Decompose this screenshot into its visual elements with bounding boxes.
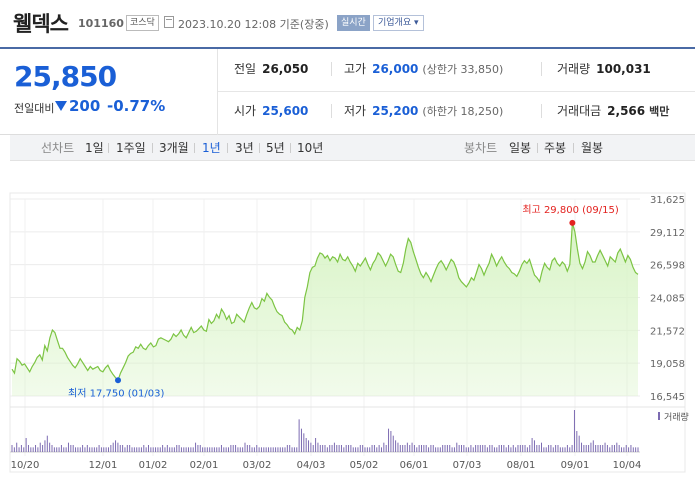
volume-legend-label: 거래량 bbox=[664, 411, 689, 423]
stat-separator bbox=[541, 62, 542, 76]
stat-value: 25,600 bbox=[262, 104, 309, 118]
stat-label: 거래대금 bbox=[557, 104, 602, 118]
high-label: 최고 29,800 (09/15) bbox=[522, 204, 618, 216]
tab-daily[interactable]: 일봉 bbox=[509, 141, 532, 155]
chart-frame bbox=[9, 192, 686, 473]
x-tick-label: 10/20 bbox=[11, 460, 40, 471]
tab-separator bbox=[194, 143, 195, 153]
realtime-badge[interactable]: 실시간 bbox=[337, 15, 370, 31]
stat-separator bbox=[331, 62, 332, 76]
tab-1w[interactable]: 1주일 bbox=[116, 141, 146, 155]
tab-10y[interactable]: 10년 bbox=[297, 141, 324, 155]
chart-period-tabs: 선차트 1일 1주일 3개월 1년 3년 5년 10년 봉차트 일봉 주봉 월봉 bbox=[10, 135, 695, 161]
tab-3y[interactable]: 3년 bbox=[235, 141, 254, 155]
price-chart: 31,625 29,112 26,598 24,085 21,572 19,058 16,5… bbox=[9, 192, 689, 473]
tab-separator bbox=[227, 143, 228, 153]
stat-label: 저가 bbox=[344, 104, 367, 118]
down-arrow-icon bbox=[55, 101, 67, 111]
stat-value: 2,566 bbox=[607, 104, 646, 118]
line-chart-label: 선차트 bbox=[41, 141, 75, 155]
x-tick-label: 08/01 bbox=[507, 460, 536, 471]
y-tick-label: 16,545 bbox=[650, 392, 685, 403]
y-tick-label: 19,058 bbox=[650, 359, 685, 370]
x-tick-label: 05/02 bbox=[350, 460, 379, 471]
tab-weekly[interactable]: 주봉 bbox=[544, 141, 567, 155]
market-badge: 코스닥 bbox=[126, 15, 159, 31]
price-area bbox=[12, 222, 638, 396]
stat-value: 100,031 bbox=[596, 62, 651, 76]
price-change: 200 bbox=[69, 97, 101, 115]
quote-time: 2023.10.20 12:08 기준(장중) bbox=[178, 18, 329, 31]
tab-5y[interactable]: 5년 bbox=[266, 141, 285, 155]
stock-name: 웰덱스 bbox=[13, 12, 69, 36]
stat-label: 시가 bbox=[234, 104, 257, 118]
price-summary: 25,850 전일대비 200 -0.77% 전일 26,050 고가 26,000… bbox=[0, 47, 695, 135]
upper-limit: (상한가 33,850) bbox=[422, 63, 504, 76]
stat-value: 26,000 bbox=[372, 62, 419, 76]
stat-amount: 거래대금 2,566 백만 bbox=[557, 102, 669, 119]
tab-1d[interactable]: 1일 bbox=[85, 141, 104, 155]
calendar-icon bbox=[164, 16, 174, 28]
stock-header: 웰덱스 101160 코스닥 2023.10.20 12:08 기준(장중) 실… bbox=[0, 0, 695, 48]
stat-separator bbox=[541, 104, 542, 118]
tab-separator bbox=[290, 143, 291, 153]
stat-value: 25,200 bbox=[372, 104, 419, 118]
high-marker bbox=[569, 219, 576, 226]
stat-separator bbox=[331, 104, 332, 118]
lower-limit: (하한가 18,250) bbox=[422, 105, 504, 118]
stat-label: 고가 bbox=[344, 62, 367, 76]
x-tick-label: 07/03 bbox=[453, 460, 482, 471]
x-tick-label: 02/01 bbox=[190, 460, 219, 471]
x-tick-label: 10/04 bbox=[613, 460, 642, 471]
current-price-panel: 25,850 전일대비 200 -0.77% bbox=[0, 49, 218, 135]
stat-value: 26,050 bbox=[262, 62, 309, 76]
stat-prev-close: 전일 26,050 bbox=[234, 60, 308, 77]
y-tick-label: 31,625 bbox=[650, 195, 685, 206]
x-tick-label: 04/03 bbox=[297, 460, 326, 471]
tab-separator bbox=[152, 143, 153, 153]
x-tick-label: 12/01 bbox=[89, 460, 118, 471]
y-tick-label: 24,085 bbox=[650, 294, 685, 305]
stat-label: 거래량 bbox=[557, 62, 591, 76]
stock-code: 101160 bbox=[78, 17, 124, 30]
candle-chart-label: 봉차트 bbox=[464, 141, 498, 155]
stat-volume: 거래량 100,031 bbox=[557, 60, 651, 77]
volume-legend-icon bbox=[658, 412, 660, 420]
tab-3m[interactable]: 3개월 bbox=[159, 141, 189, 155]
low-marker bbox=[115, 377, 122, 384]
tab-separator bbox=[259, 143, 260, 153]
tab-separator bbox=[573, 143, 574, 153]
tab-monthly[interactable]: 월봉 bbox=[581, 141, 604, 155]
x-tick-label: 06/01 bbox=[400, 460, 429, 471]
tab-separator bbox=[537, 143, 538, 153]
low-label: 최저 17,750 (01/03) bbox=[68, 387, 164, 399]
current-price: 25,850 bbox=[14, 60, 117, 93]
change-rate: -0.77% bbox=[107, 97, 166, 115]
x-tick-label: 03/02 bbox=[243, 460, 272, 471]
change-label: 전일대비 bbox=[14, 102, 55, 115]
tab-1y[interactable]: 1년 bbox=[202, 141, 221, 155]
stat-high: 고가 26,000 (상한가 33,850) bbox=[344, 60, 503, 77]
stat-unit: 백만 bbox=[649, 105, 670, 118]
x-tick-label: 09/01 bbox=[561, 460, 590, 471]
y-tick-label: 29,112 bbox=[650, 228, 685, 239]
company-info-button[interactable]: 기업개요 ▾ bbox=[373, 15, 424, 31]
stat-label: 전일 bbox=[234, 62, 257, 76]
y-tick-label: 26,598 bbox=[650, 261, 685, 272]
stats-divider bbox=[218, 91, 695, 92]
x-tick-label: 01/02 bbox=[139, 460, 168, 471]
tab-separator bbox=[108, 143, 109, 153]
stat-open: 시가 25,600 bbox=[234, 102, 308, 119]
y-tick-label: 21,572 bbox=[650, 326, 685, 337]
stat-low: 저가 25,200 (하한가 18,250) bbox=[344, 102, 503, 119]
